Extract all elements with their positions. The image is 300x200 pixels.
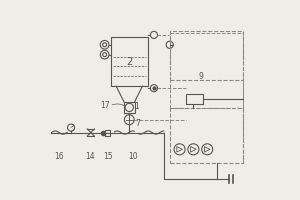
Text: 14: 14 bbox=[85, 152, 95, 161]
Text: 16: 16 bbox=[55, 152, 64, 161]
Text: 10: 10 bbox=[128, 152, 138, 161]
Text: 9: 9 bbox=[199, 72, 204, 81]
Bar bbox=[185, 94, 203, 104]
Text: 2: 2 bbox=[126, 57, 132, 67]
Bar bbox=[170, 108, 243, 163]
Text: 7: 7 bbox=[135, 119, 140, 128]
Text: 1: 1 bbox=[134, 102, 139, 111]
Bar bbox=[170, 31, 243, 80]
Bar bbox=[105, 130, 110, 136]
Text: 17: 17 bbox=[100, 101, 110, 110]
Text: 15: 15 bbox=[103, 152, 112, 161]
